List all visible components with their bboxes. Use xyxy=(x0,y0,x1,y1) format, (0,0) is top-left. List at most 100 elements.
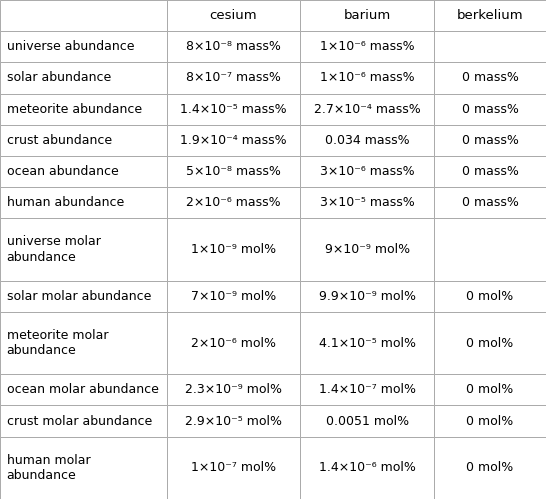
Bar xyxy=(300,219,434,280)
Text: 1.4×10⁻⁷ mol%: 1.4×10⁻⁷ mol% xyxy=(319,383,416,396)
Text: 1×10⁻⁶ mass%: 1×10⁻⁶ mass% xyxy=(320,71,414,84)
Bar xyxy=(167,312,300,374)
Bar xyxy=(0,312,167,374)
Text: 0 mass%: 0 mass% xyxy=(461,165,519,178)
Text: 0 mol%: 0 mol% xyxy=(466,383,514,396)
Bar xyxy=(434,125,546,156)
Bar xyxy=(167,437,300,499)
Bar xyxy=(167,31,300,62)
Text: 3×10⁻⁵ mass%: 3×10⁻⁵ mass% xyxy=(320,196,414,209)
Bar xyxy=(434,312,546,374)
Text: 0 mol%: 0 mol% xyxy=(466,415,514,428)
Text: human molar
abundance: human molar abundance xyxy=(7,454,90,482)
Bar xyxy=(434,280,546,312)
Bar xyxy=(300,31,434,62)
Text: 0 mol%: 0 mol% xyxy=(466,290,514,303)
Text: 2.3×10⁻⁹ mol%: 2.3×10⁻⁹ mol% xyxy=(185,383,282,396)
Bar xyxy=(167,125,300,156)
Bar xyxy=(434,405,546,437)
Bar xyxy=(300,187,434,219)
Bar xyxy=(167,156,300,187)
Bar xyxy=(167,62,300,94)
Bar xyxy=(434,374,546,405)
Text: 1×10⁻⁹ mol%: 1×10⁻⁹ mol% xyxy=(191,243,276,256)
Bar xyxy=(0,280,167,312)
Text: human abundance: human abundance xyxy=(7,196,124,209)
Text: ocean molar abundance: ocean molar abundance xyxy=(7,383,158,396)
Bar xyxy=(300,312,434,374)
Bar xyxy=(0,374,167,405)
Bar xyxy=(167,405,300,437)
Bar xyxy=(300,125,434,156)
Bar xyxy=(0,125,167,156)
Bar xyxy=(434,0,546,31)
Text: 1×10⁻⁷ mol%: 1×10⁻⁷ mol% xyxy=(191,461,276,475)
Bar xyxy=(0,405,167,437)
Text: ocean abundance: ocean abundance xyxy=(7,165,118,178)
Text: 2.9×10⁻⁵ mol%: 2.9×10⁻⁵ mol% xyxy=(185,415,282,428)
Text: 0 mass%: 0 mass% xyxy=(461,103,519,116)
Text: solar molar abundance: solar molar abundance xyxy=(7,290,151,303)
Bar xyxy=(300,94,434,125)
Bar xyxy=(434,156,546,187)
Bar xyxy=(434,219,546,280)
Text: berkelium: berkelium xyxy=(456,9,524,22)
Text: solar abundance: solar abundance xyxy=(7,71,111,84)
Text: 2×10⁻⁶ mass%: 2×10⁻⁶ mass% xyxy=(186,196,281,209)
Bar xyxy=(434,94,546,125)
Bar xyxy=(167,280,300,312)
Bar xyxy=(300,374,434,405)
Bar xyxy=(0,94,167,125)
Text: 0 mol%: 0 mol% xyxy=(466,461,514,475)
Bar xyxy=(0,31,167,62)
Text: barium: barium xyxy=(343,9,391,22)
Text: crust molar abundance: crust molar abundance xyxy=(7,415,152,428)
Text: 0 mass%: 0 mass% xyxy=(461,71,519,84)
Text: crust abundance: crust abundance xyxy=(7,134,112,147)
Text: 0 mass%: 0 mass% xyxy=(461,134,519,147)
Bar xyxy=(434,62,546,94)
Text: 1.4×10⁻⁶ mol%: 1.4×10⁻⁶ mol% xyxy=(319,461,416,475)
Bar xyxy=(300,62,434,94)
Bar xyxy=(167,219,300,280)
Text: 8×10⁻⁷ mass%: 8×10⁻⁷ mass% xyxy=(186,71,281,84)
Bar xyxy=(0,62,167,94)
Bar xyxy=(0,156,167,187)
Bar xyxy=(167,187,300,219)
Text: 0.0051 mol%: 0.0051 mol% xyxy=(325,415,409,428)
Text: meteorite molar
abundance: meteorite molar abundance xyxy=(7,329,108,357)
Text: universe abundance: universe abundance xyxy=(7,40,134,53)
Text: 5×10⁻⁸ mass%: 5×10⁻⁸ mass% xyxy=(186,165,281,178)
Bar xyxy=(167,0,300,31)
Text: 0 mol%: 0 mol% xyxy=(466,336,514,350)
Bar xyxy=(300,437,434,499)
Text: 7×10⁻⁹ mol%: 7×10⁻⁹ mol% xyxy=(191,290,276,303)
Text: 9.9×10⁻⁹ mol%: 9.9×10⁻⁹ mol% xyxy=(319,290,416,303)
Bar xyxy=(300,405,434,437)
Text: 2.7×10⁻⁴ mass%: 2.7×10⁻⁴ mass% xyxy=(314,103,420,116)
Text: 8×10⁻⁸ mass%: 8×10⁻⁸ mass% xyxy=(186,40,281,53)
Bar xyxy=(167,374,300,405)
Text: universe molar
abundance: universe molar abundance xyxy=(7,235,100,264)
Bar xyxy=(300,280,434,312)
Text: 0.034 mass%: 0.034 mass% xyxy=(325,134,410,147)
Text: 9×10⁻⁹ mol%: 9×10⁻⁹ mol% xyxy=(325,243,410,256)
Text: meteorite abundance: meteorite abundance xyxy=(7,103,142,116)
Text: 1×10⁻⁶ mass%: 1×10⁻⁶ mass% xyxy=(320,40,414,53)
Bar xyxy=(0,219,167,280)
Bar xyxy=(167,94,300,125)
Text: 0 mass%: 0 mass% xyxy=(461,196,519,209)
Bar xyxy=(0,0,167,31)
Bar xyxy=(300,0,434,31)
Bar xyxy=(0,437,167,499)
Text: 2×10⁻⁶ mol%: 2×10⁻⁶ mol% xyxy=(191,336,276,350)
Bar xyxy=(434,187,546,219)
Bar xyxy=(434,437,546,499)
Text: cesium: cesium xyxy=(210,9,257,22)
Text: 1.4×10⁻⁵ mass%: 1.4×10⁻⁵ mass% xyxy=(180,103,287,116)
Bar xyxy=(0,187,167,219)
Text: 1.9×10⁻⁴ mass%: 1.9×10⁻⁴ mass% xyxy=(180,134,287,147)
Bar xyxy=(300,156,434,187)
Text: 4.1×10⁻⁵ mol%: 4.1×10⁻⁵ mol% xyxy=(319,336,416,350)
Bar xyxy=(434,31,546,62)
